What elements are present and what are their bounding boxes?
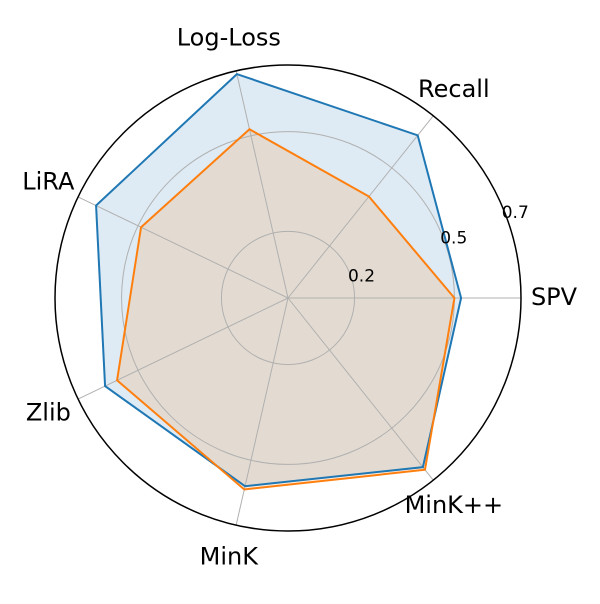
series-area bbox=[96, 74, 462, 487]
spoke bbox=[77, 196, 289, 299]
axis-label: LiRA bbox=[22, 168, 75, 196]
r-tick-label: 0.2 bbox=[348, 267, 375, 287]
spoke bbox=[77, 297, 289, 400]
axis-label: Log-Loss bbox=[177, 24, 281, 52]
axis-label: Recall bbox=[418, 75, 490, 103]
spoke bbox=[287, 297, 434, 481]
series-line bbox=[115, 128, 456, 491]
axis-label: Zlib bbox=[26, 398, 71, 426]
axis-label: MinK++ bbox=[405, 491, 504, 519]
axis-label: SPV bbox=[531, 283, 578, 311]
series-line bbox=[95, 72, 463, 488]
axis-label: MinK bbox=[200, 542, 260, 570]
spoke bbox=[235, 70, 289, 299]
r-tick-label: 0.7 bbox=[502, 203, 529, 223]
spoke bbox=[287, 115, 434, 299]
spoke bbox=[235, 297, 289, 526]
outer-ring bbox=[54, 64, 522, 532]
r-tick-label: 0.5 bbox=[440, 228, 467, 248]
